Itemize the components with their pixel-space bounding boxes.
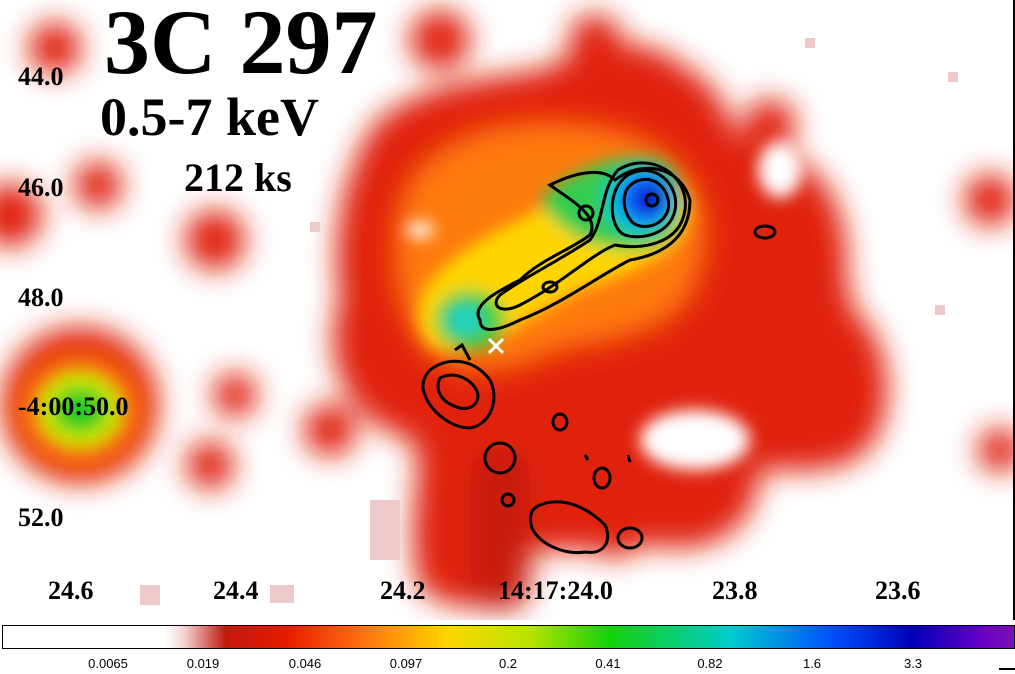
colorbar-tick: 0.0065 (88, 656, 128, 671)
voids (406, 142, 802, 470)
ra-label: 14:17:24.0 (498, 576, 613, 605)
colorbar-tick: 0.019 (186, 656, 220, 671)
dec-label: 44.0 (18, 62, 64, 91)
xray-map: 3C 297 0.5-7 keV 212 ks 44.0 46.0 48.0 -… (0, 0, 1015, 620)
emission-field (0, 10, 1013, 610)
colorbar-tick: 0.2 (498, 656, 518, 671)
ra-label: 23.8 (712, 576, 758, 605)
dec-label: 46.0 (18, 173, 64, 202)
colorbar-tick: 1.6 (802, 656, 822, 671)
ra-label: 23.6 (875, 576, 921, 605)
colorbar-tick: 0.046 (288, 656, 322, 671)
colorbar (2, 625, 1015, 649)
colorbar-end-mark (999, 668, 1015, 670)
energy-band: 0.5-7 keV (100, 87, 319, 147)
dec-label: -4:00:50.0 (18, 392, 129, 421)
ra-label: 24.2 (380, 576, 426, 605)
colorbar-tick: 0.097 (389, 656, 423, 671)
exposure-time: 212 ks (184, 155, 292, 200)
ra-label: 24.4 (213, 576, 259, 605)
source-title: 3C 297 (104, 0, 378, 93)
colorbar-tick: 0.82 (697, 656, 723, 671)
ra-label: 24.6 (48, 576, 94, 605)
dec-label: 52.0 (18, 503, 64, 532)
radio-contours (421, 161, 777, 555)
dec-label: 48.0 (18, 283, 64, 312)
colorbar-tick: 3.3 (903, 656, 923, 671)
colorbar-tick: 0.41 (595, 656, 621, 671)
faint-pixels (140, 38, 958, 605)
core-marker-icon (487, 337, 505, 355)
